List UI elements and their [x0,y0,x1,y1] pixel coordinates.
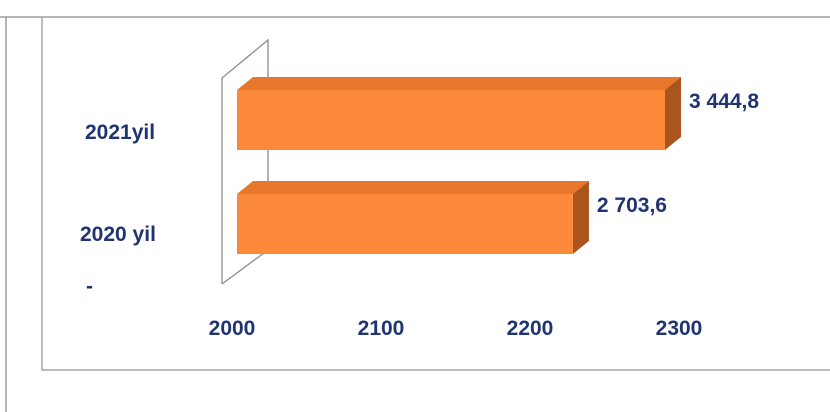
bar-front-face [237,90,665,150]
x-tick-label-2100: 2100 [358,317,405,340]
stray-axis-label: - [86,275,93,298]
floor-edge [221,249,269,285]
bar-side-face [572,181,589,254]
data-label-0: 3 444,8 [689,90,759,113]
data-labels-group: 3 444,8 2 703,6 [597,90,759,217]
bar-front-face [237,194,573,254]
bar-side-face [665,77,681,150]
bar-top-face [237,181,589,194]
data-label-1: 2 703,6 [597,194,667,217]
plot-frame [41,17,830,371]
x-tick-label-2000: 2000 [209,317,256,340]
bar-0 [237,77,681,150]
bar-1 [237,181,589,254]
category-label-2021: 2021yil [85,121,155,144]
bars-group [237,77,681,254]
x-tick-label-2300: 2300 [656,317,703,340]
bar-top-face [237,77,681,90]
x-tick-label-2200: 2200 [507,317,554,340]
category-label-2020: 2020 yil [80,223,156,246]
